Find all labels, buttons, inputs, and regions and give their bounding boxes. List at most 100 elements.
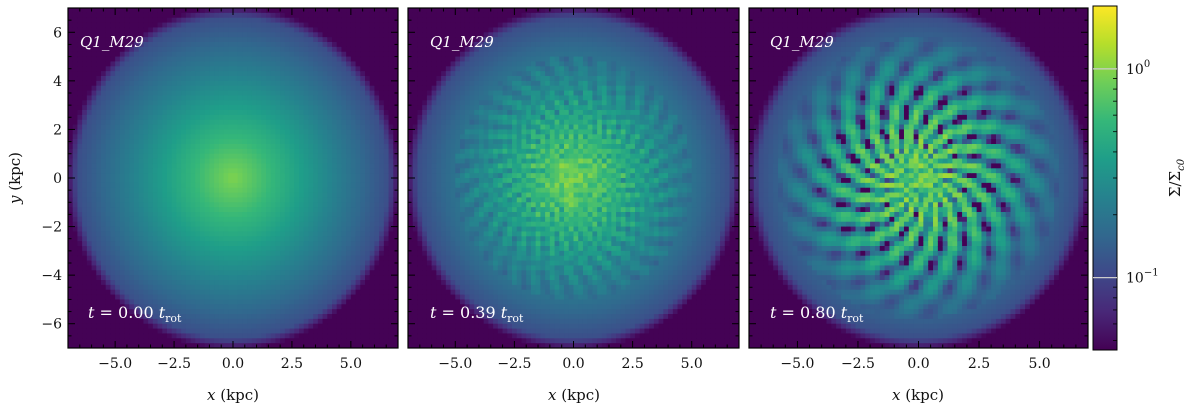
heat-cell	[77, 226, 83, 233]
heat-cell	[294, 148, 300, 155]
heat-cell	[190, 226, 196, 233]
heat-cell	[350, 280, 357, 286]
heat-cell	[223, 187, 229, 194]
heat-cell	[105, 42, 112, 48]
heat-cell	[86, 51, 93, 58]
heat-cell	[280, 182, 286, 189]
heat-cell	[138, 226, 145, 233]
heat-cell	[275, 294, 281, 301]
heat-cell	[138, 105, 145, 111]
heat-cell	[365, 90, 371, 97]
heat-cell	[91, 299, 97, 305]
heat-cell	[101, 95, 107, 101]
heat-cell	[167, 343, 173, 348]
heat-cell	[167, 294, 173, 301]
heat-cell	[303, 241, 310, 247]
heat-cell	[143, 333, 149, 339]
heat-cell	[176, 333, 182, 339]
heat-cell	[280, 80, 286, 87]
heat-cell	[299, 328, 305, 335]
heat-cell	[350, 202, 357, 208]
heat-cell	[110, 139, 116, 145]
heat-cell	[322, 202, 328, 208]
heat-cell	[129, 8, 135, 14]
heat-cell	[214, 129, 220, 135]
heat-cell	[72, 187, 79, 194]
heat-cell	[68, 265, 74, 271]
heat-cell	[129, 56, 135, 63]
heat-cell	[200, 299, 206, 305]
heat-cell	[360, 226, 366, 233]
heat-cell	[266, 90, 272, 97]
heat-cell	[68, 250, 74, 257]
heat-cell	[185, 328, 192, 335]
heat-cell	[96, 216, 102, 223]
heat-cell	[185, 42, 192, 48]
heat-cell	[251, 246, 258, 252]
heat-cell	[134, 51, 140, 58]
heat-cell	[388, 314, 394, 320]
heat-cell	[242, 71, 248, 77]
heat-cell	[332, 32, 338, 38]
heat-cell	[251, 56, 258, 63]
heat-cell	[256, 187, 262, 194]
heat-cell	[350, 241, 357, 247]
heat-cell	[200, 294, 206, 301]
heat-cell	[294, 110, 300, 116]
heat-cell	[228, 22, 234, 29]
heat-cell	[383, 42, 390, 48]
heat-cell	[96, 32, 102, 38]
heat-cell	[190, 129, 196, 135]
heat-cell	[341, 182, 347, 189]
heat-cell	[77, 95, 83, 101]
heat-cell	[152, 119, 159, 126]
heat-cell	[247, 61, 253, 67]
heat-cell	[383, 270, 390, 276]
heat-cell	[115, 255, 121, 262]
heat-cell	[204, 192, 211, 199]
heat-cell	[327, 95, 333, 101]
heat-cell	[266, 144, 272, 150]
heat-cell	[167, 139, 173, 145]
heat-cell	[96, 280, 102, 286]
heat-cell	[388, 163, 394, 169]
heat-cell	[346, 66, 352, 72]
heat-cell	[360, 100, 366, 106]
heat-cell	[77, 192, 83, 199]
heat-cell	[289, 12, 295, 19]
heat-cell	[313, 255, 319, 262]
heat-cell	[280, 265, 286, 271]
heat-cell	[204, 119, 211, 126]
heat-cell	[284, 338, 291, 344]
heat-cell	[284, 163, 291, 169]
heat-cell	[299, 260, 305, 267]
heat-cell	[242, 280, 248, 286]
heat-cell	[365, 32, 371, 38]
heat-cell	[313, 105, 319, 111]
heat-cell	[77, 246, 83, 252]
heat-cell	[138, 12, 145, 19]
heat-cell	[167, 46, 173, 53]
heat-cell	[86, 343, 93, 348]
heat-cell	[190, 280, 196, 286]
heat-cell	[214, 275, 220, 281]
heat-cell	[105, 80, 112, 87]
heat-cell	[261, 246, 267, 252]
heat-cell	[242, 284, 248, 291]
heat-cell	[303, 187, 310, 194]
heat-cell	[336, 314, 343, 320]
heat-cell	[379, 110, 385, 116]
heat-cell	[157, 192, 163, 199]
heat-cell	[336, 309, 343, 315]
heat-cell	[408, 343, 414, 348]
heat-cell	[346, 32, 352, 38]
heat-cell	[152, 284, 159, 291]
heat-cell	[261, 8, 267, 14]
heat-cell	[105, 46, 112, 53]
heat-cell	[270, 80, 277, 87]
heat-cell	[181, 275, 187, 281]
heat-cell	[270, 90, 277, 97]
heat-cell	[162, 134, 168, 140]
heat-cell	[388, 231, 394, 237]
heat-cell	[209, 76, 215, 82]
